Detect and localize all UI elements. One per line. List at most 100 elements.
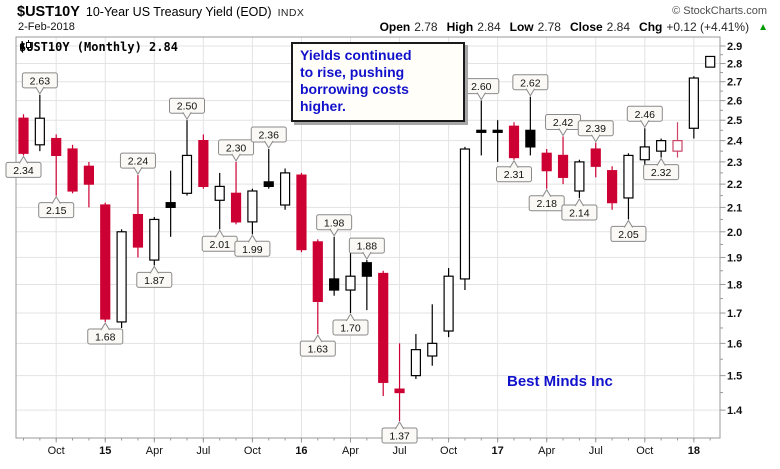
annotation-line: Yields continued (300, 47, 412, 63)
x-axis-label: Jul (393, 445, 407, 457)
price-callout-label: 1.98 (324, 217, 345, 229)
candle-body-Sep-2015 (230, 192, 242, 223)
candlestick-icon (20, 40, 31, 52)
price-callout-pointer (35, 86, 45, 95)
annotation-note: Yields continued to rise, pushing borrow… (291, 42, 465, 122)
candle-body-Jul-2015 (198, 140, 209, 188)
y-axis-label: 2.3 (727, 157, 742, 169)
x-axis-label: 16 (295, 445, 307, 457)
y-axis-label: 1.9 (727, 252, 742, 264)
price-callout-pointer (100, 321, 110, 331)
price-callout-pointer (656, 157, 666, 166)
candle-body-Nov-2017 (656, 140, 667, 152)
candle-body-Aug-2014 (18, 117, 29, 154)
y-axis-label: 2.9 (727, 41, 742, 53)
candle-body-Sep-2014 (34, 117, 45, 146)
price-callout-pointer (313, 334, 323, 343)
annotation-line: to rise, pushing (300, 64, 405, 80)
ohlc-readout: Open 2.78 High 2.84 Low 2.78 Close 2.84 Chg +… (380, 20, 768, 34)
candle-body-Dec-2014 (83, 165, 95, 185)
candle-body-May-2015 (165, 202, 176, 208)
x-axis-label: Apr (538, 445, 555, 457)
y-axis-label: 1.4 (727, 405, 743, 417)
price-callout-pointer (525, 88, 535, 97)
candle-body-Dec-2017 (672, 140, 683, 152)
close-value: 2.84 (606, 20, 631, 34)
price-callout-label: 2.15 (46, 205, 67, 217)
chg-label: Chg (639, 20, 663, 34)
price-callout-pointer (345, 313, 356, 322)
candle-body-Jan-2015 (100, 204, 111, 320)
price-callout-pointer (362, 251, 372, 261)
price-callout-label: 2.01 (209, 239, 230, 251)
page-title: 10-Year US Treasury Yield (EOD) (85, 5, 272, 19)
candle-body-Jun-2015 (181, 154, 193, 194)
price-callout-pointer (509, 159, 519, 168)
symbol: $UST10Y (17, 4, 80, 20)
price-callout-label: 1.70 (340, 323, 361, 335)
price-callout-pointer (215, 229, 225, 238)
price-callout-pointer (623, 219, 634, 228)
x-axis-label: Jul (196, 445, 210, 457)
y-axis-label: 2.7 (727, 77, 742, 89)
price-callout-label: 1.68 (95, 331, 116, 343)
x-axis-label: Apr (146, 445, 163, 457)
price-callout-pointer (542, 188, 552, 197)
open-pair: Open 2.78 (380, 20, 438, 34)
candle-body-Nov-2015 (263, 181, 274, 188)
candle-body-Oct-2016 (443, 275, 454, 332)
y-axis-label: 1.7 (727, 308, 742, 320)
high-value: 2.84 (477, 20, 501, 34)
candle-body-Jan-2018 (688, 77, 699, 129)
candle-body-Jun-2017 (574, 161, 585, 192)
legend-label: $UST10Y (Monthly) 2.84 (19, 40, 178, 54)
price-callout-label: 2.30 (226, 142, 247, 154)
open-value: 2.78 (414, 20, 438, 34)
price-callout-label: 1.87 (144, 275, 165, 287)
price-callout-label: 2.50 (177, 101, 198, 113)
candle-body-Oct-2014 (51, 137, 62, 157)
candle-body-Aug-2017 (606, 170, 618, 204)
low-value: 2.78 (537, 20, 561, 34)
candle-body-Mar-2017 (525, 129, 536, 148)
chart-header: $UST10Y 10-Year US Treasury Yield (EOD) … (17, 4, 304, 20)
price-callout-pointer (558, 128, 568, 137)
x-axis-label: 15 (99, 445, 111, 457)
annotation-line: borrowing costs (300, 81, 409, 97)
chg-pair: Chg +0.12 (+4.41%) (639, 20, 749, 34)
price-callout-pointer (329, 228, 339, 237)
low-pair: Low 2.78 (510, 20, 561, 34)
x-axis-label: Jul (589, 445, 603, 457)
candle-body-Feb-2018 (705, 55, 716, 68)
candle-body-Jul-2017 (590, 148, 601, 167)
low-label: Low (509, 20, 534, 34)
price-callout-label: 2.32 (651, 167, 672, 179)
price-callout-label: 2.24 (128, 156, 149, 168)
price-callout-label: 2.60 (471, 81, 492, 93)
price-callout-pointer (574, 197, 585, 207)
candle-body-Oct-2015 (247, 190, 258, 223)
price-callout-pointer (394, 420, 405, 430)
price-callout-label: 2.42 (553, 117, 574, 129)
quote-date: 2-Feb-2018 (18, 21, 75, 33)
stockcharts-credit: © StockCharts.com (672, 5, 767, 17)
candle-body-Nov-2016 (459, 148, 471, 280)
candle-body-Jan-2017 (492, 129, 503, 133)
y-axis-label: 2.2 (727, 179, 742, 191)
price-callout-pointer (231, 153, 241, 162)
candle-body-Oct-2017 (639, 146, 650, 161)
candle-body-Mar-2015 (132, 213, 144, 248)
price-callout-pointer (591, 134, 601, 143)
candle-body-Apr-2015 (149, 218, 160, 261)
y-axis-label: 2.1 (727, 202, 742, 214)
price-callout-label: 2.05 (618, 229, 639, 241)
candle-body-Jan-2016 (296, 174, 307, 251)
price-callout-pointer (18, 155, 29, 164)
price-callout-label: 2.63 (30, 75, 51, 87)
candle-body-Apr-2016 (345, 275, 356, 291)
high-label: High (446, 20, 474, 34)
y-axis-label: 2.4 (727, 136, 743, 148)
x-axis-label: Oct (440, 445, 457, 457)
